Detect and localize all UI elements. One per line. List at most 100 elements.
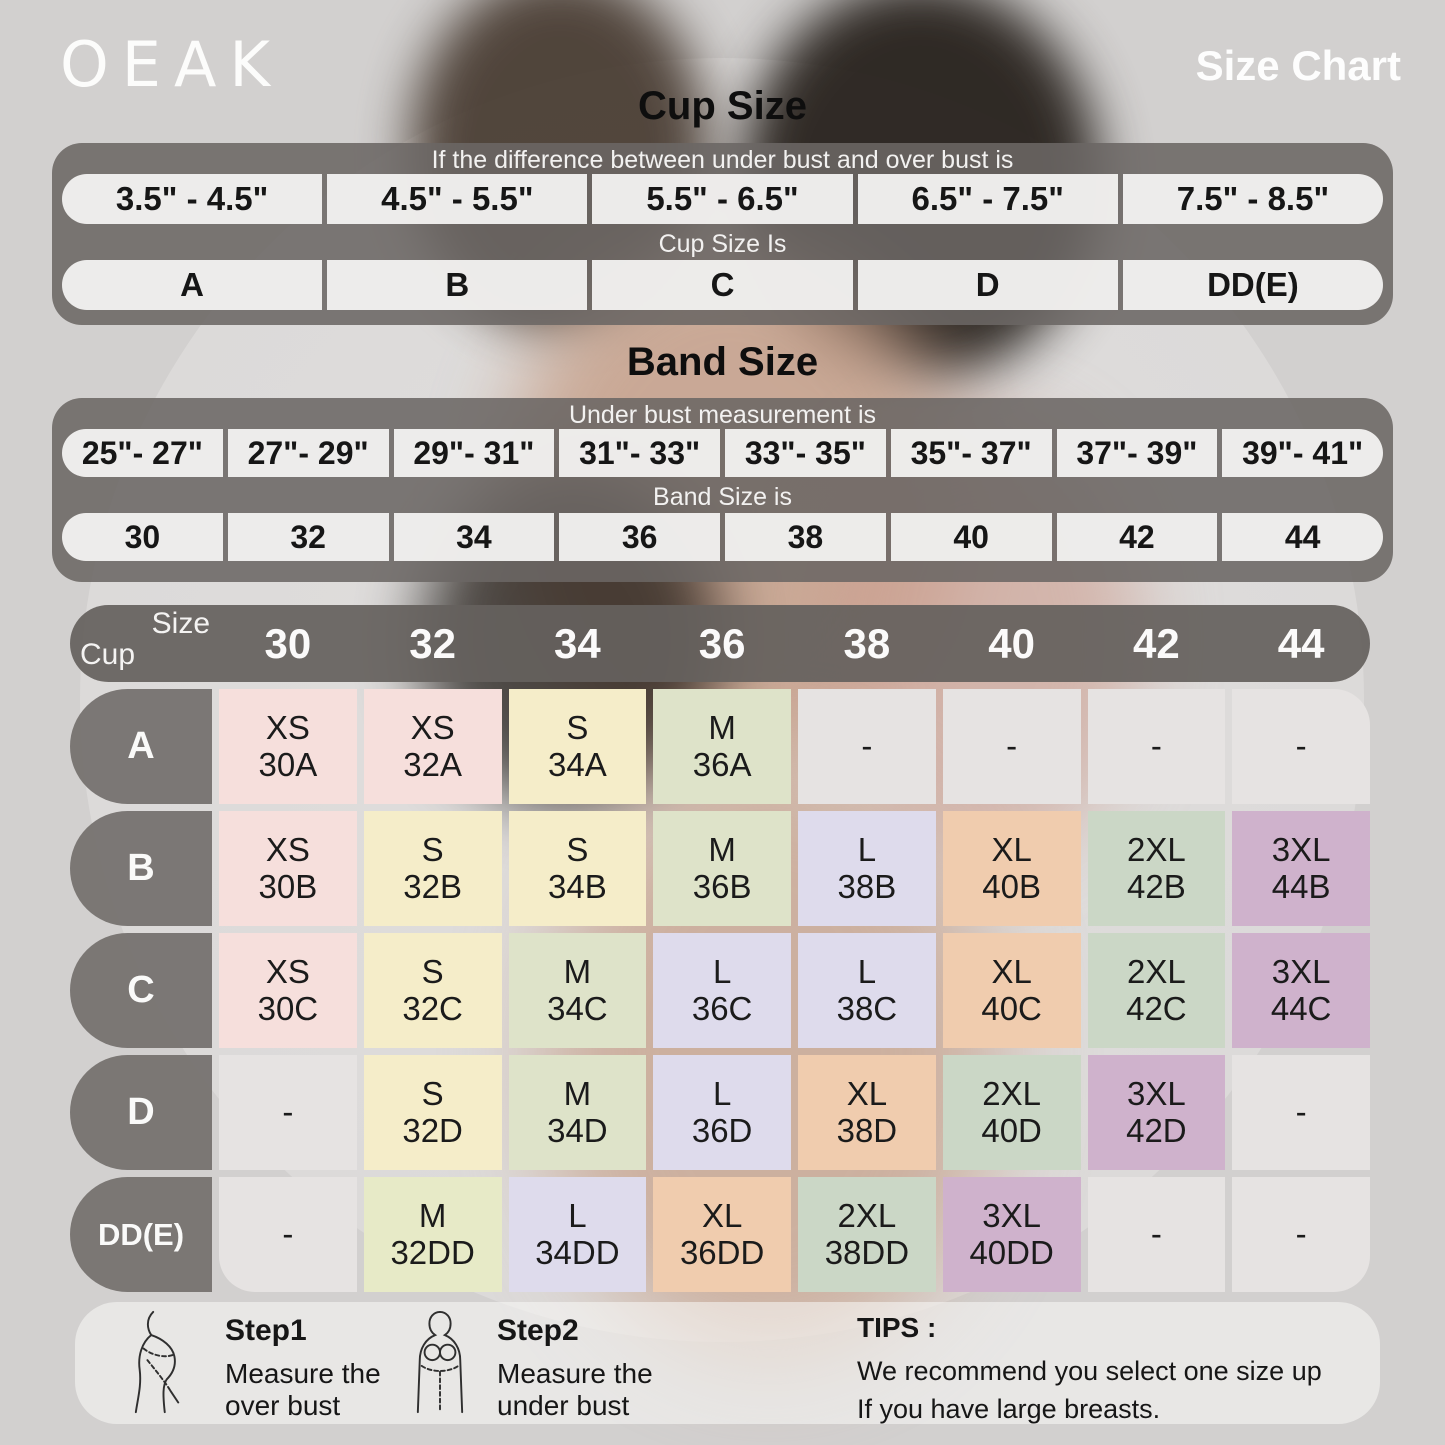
matrix-corner-label: Size Cup — [70, 605, 212, 682]
size-code: 36B — [692, 867, 752, 905]
tips-title: TIPS : — [857, 1312, 937, 1343]
size-code: 40D — [981, 1111, 1042, 1149]
cup-range-cell: 3.5" - 4.5" — [62, 174, 323, 224]
size-cell: S 34A — [508, 689, 647, 804]
size-cell: 2XL 40D — [942, 1055, 1081, 1170]
size-cell: XL 38D — [798, 1055, 936, 1170]
size-cell: 3XL 40DD — [942, 1177, 1081, 1292]
band-number-cell: 40 — [890, 513, 1052, 561]
cup-letter-cell: C — [592, 260, 853, 310]
measure-over-bust-icon — [134, 1310, 180, 1414]
size-cell: - — [1087, 1177, 1226, 1292]
band-number-cell: 36 — [559, 513, 720, 561]
size-label: 3XL — [982, 1196, 1041, 1234]
band-range-cell: 25"- 27" — [62, 429, 223, 477]
size-label: XL — [991, 830, 1032, 868]
size-cell: M 34D — [508, 1055, 647, 1170]
size-cell: XS 30C — [219, 933, 357, 1048]
size-code: 32DD — [390, 1233, 475, 1271]
cup-letter-cell: B — [327, 260, 588, 310]
size-cell: - — [942, 689, 1081, 804]
size-label: 3XL — [1271, 830, 1331, 868]
size-cell: XL 36DD — [653, 1177, 791, 1292]
step1-desc: Measure the over bust — [225, 1358, 381, 1422]
size-code: 38B — [837, 867, 897, 905]
cup-letter-row: A B C D DD(E) — [62, 260, 1384, 310]
cup-letter-cell: D — [857, 260, 1118, 310]
band-range-cell: 37"- 39" — [1056, 429, 1218, 477]
band-number-cell: 32 — [227, 513, 389, 561]
size-code: 30A — [258, 745, 318, 783]
band-range-cell: 27"- 29" — [227, 429, 389, 477]
size-cell: 3XL 42D — [1087, 1055, 1226, 1170]
cup-letter-cell: A — [62, 260, 323, 310]
size-cell: S 32D — [363, 1055, 502, 1170]
size-code: 36A — [692, 745, 752, 783]
band-number-cell: 42 — [1056, 513, 1218, 561]
size-cell: - — [219, 1055, 357, 1170]
size-cell: S 34B — [508, 811, 647, 926]
step2-desc-line1: Measure the — [497, 1358, 653, 1389]
size-cell: XS 30A — [219, 689, 357, 804]
size-label: - — [1150, 727, 1162, 765]
matrix-row-label: C — [70, 933, 212, 1048]
size-code: 36C — [691, 989, 753, 1027]
size-label: 2XL — [837, 1196, 897, 1234]
step1-desc-line2: over bust — [225, 1390, 341, 1422]
size-label: 2XL — [1127, 830, 1186, 868]
size-label: - — [1295, 1093, 1307, 1131]
matrix-column-header: 30 — [264, 619, 312, 667]
size-cell: M 32DD — [363, 1177, 502, 1292]
size-code: 38C — [836, 989, 898, 1027]
matrix-row-label: B — [70, 811, 212, 926]
step2-desc: Measure the under bust — [497, 1358, 653, 1422]
step2-text: Step2 Measure the under bust — [497, 1314, 653, 1422]
matrix-column-header: 40 — [988, 619, 1035, 667]
cup-range-cell: 7.5" - 8.5" — [1122, 174, 1384, 224]
band-range-cell: 29"- 31" — [393, 429, 555, 477]
band-range-row: 25"- 27" 27"- 29" 29"- 31" 31"- 33" 33"-… — [62, 429, 1383, 477]
size-cell: XL 40B — [942, 811, 1081, 926]
matrix-row-label: A — [70, 689, 212, 804]
size-cell: L 38C — [798, 933, 936, 1048]
size-cell: M 36B — [653, 811, 791, 926]
size-cell: M 36A — [653, 689, 791, 804]
size-label: - — [1295, 1215, 1307, 1253]
size-cell: 2XL 42B — [1087, 811, 1226, 926]
size-label: 3XL — [1271, 952, 1331, 990]
size-cell: S 32B — [363, 811, 502, 926]
band-range-cell: 33"- 35" — [725, 429, 886, 477]
size-label: - — [1006, 727, 1018, 765]
size-label: XS — [265, 708, 310, 746]
size-code: 32C — [402, 989, 463, 1027]
matrix-header-bar — [70, 605, 1370, 682]
size-label: S — [566, 708, 589, 746]
band-size-heading: Band Size — [626, 340, 819, 384]
size-cell: L 36C — [653, 933, 791, 1048]
size-code: 30C — [257, 989, 319, 1027]
size-label: XL — [701, 1196, 743, 1234]
size-cell: L 38B — [798, 811, 936, 926]
size-label: XL — [991, 952, 1032, 990]
size-label: XL — [846, 1074, 888, 1112]
size-label: M — [563, 1074, 592, 1112]
size-code: 36D — [691, 1111, 753, 1149]
corner-cup-label: Cup — [80, 638, 136, 671]
band-result-label: Band Size is — [653, 483, 792, 511]
band-range-cell: 39"- 41" — [1222, 429, 1383, 477]
size-label: M — [708, 830, 736, 868]
corner-size-label: Size — [151, 607, 210, 640]
tips-line2: If you have large breasts. — [857, 1394, 1161, 1425]
size-label: S — [421, 830, 444, 868]
matrix-row-label: DD(E) — [70, 1177, 212, 1292]
size-label: - — [861, 727, 873, 765]
size-label: L — [712, 952, 732, 990]
size-cell: - — [1232, 1177, 1370, 1292]
size-code: 40C — [981, 989, 1042, 1027]
size-label: 2XL — [982, 1074, 1041, 1112]
size-label: S — [421, 1074, 444, 1112]
matrix-row-label: D — [70, 1055, 212, 1170]
size-code: 36DD — [679, 1233, 765, 1271]
size-cell: 3XL 44C — [1232, 933, 1370, 1048]
